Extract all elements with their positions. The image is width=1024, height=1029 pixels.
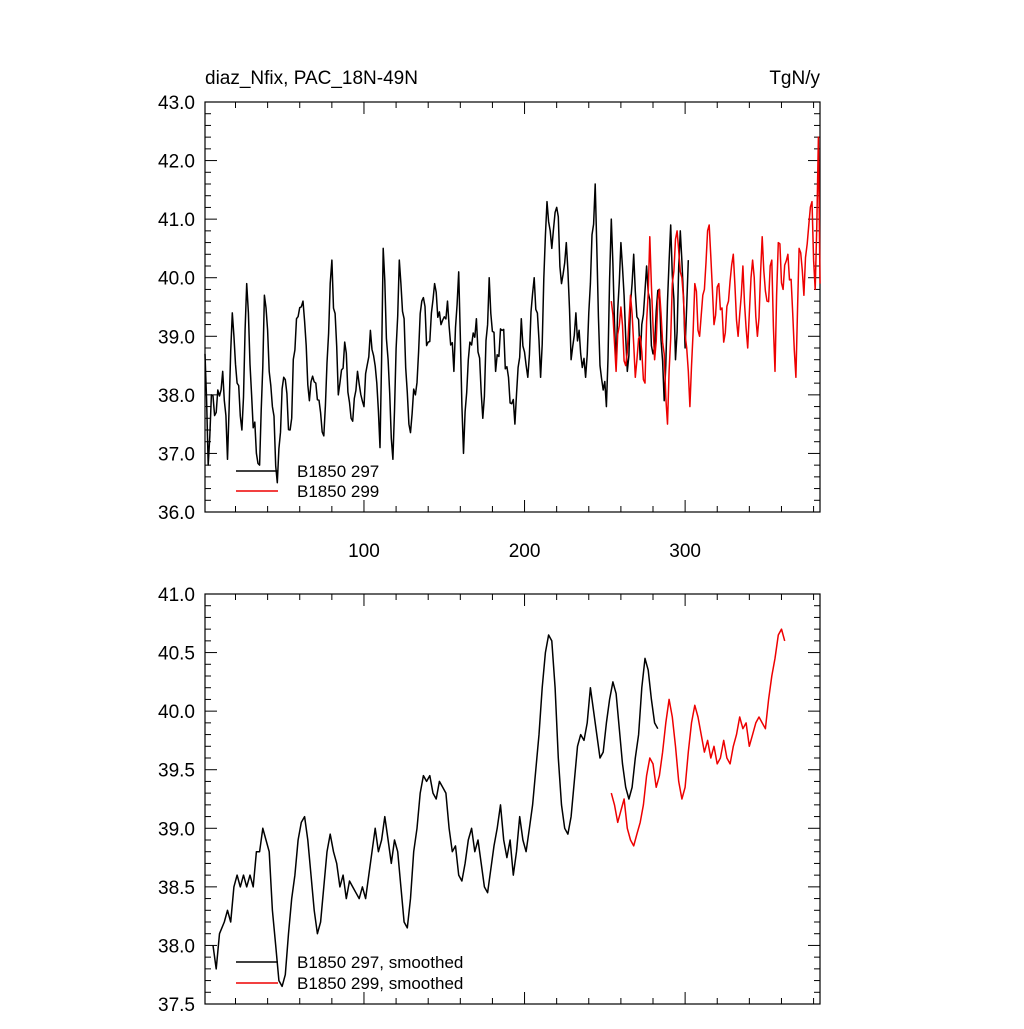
y-tick-label: 37.5: [158, 995, 195, 1016]
top-panel: diaz_Nfix, PAC_18N-49N TgN/y 36.0 37.0 38.…: [158, 68, 821, 562]
series-line-b1850-297: [212, 634, 659, 988]
bottom-axis-ticks: [205, 593, 820, 1005]
y-tick-label: 41.0: [158, 585, 195, 606]
y-tick-label: 40.0: [158, 702, 195, 723]
y-tick-label: 41.0: [158, 210, 195, 231]
bottom-plot-frame: [204, 593, 821, 1005]
top-chart-units: TgN/y: [769, 68, 820, 89]
top-legend: B1850 297 B1850 299: [236, 462, 379, 501]
y-tick-label: 37.0: [158, 444, 195, 465]
x-tick-label: 300: [669, 541, 701, 562]
bottom-panel: 37.5 38.0 38.5 39.0 39.5 40.0 40.5 41.0 B1850 2…: [158, 585, 821, 1016]
bottom-y-tick-labels: 37.5 38.0 38.5 39.0 39.5 40.0 40.5 41.0: [158, 585, 195, 1016]
y-tick-label: 39.5: [158, 761, 195, 782]
top-axis-ticks: [205, 101, 820, 513]
y-tick-label: 39.0: [158, 819, 195, 840]
bottom-legend: B1850 297, smoothed B1850 299, smoothed: [236, 953, 463, 993]
top-series-lines: [204, 136, 821, 484]
bottom-legend-label-a: B1850 297, smoothed: [297, 953, 463, 972]
y-tick-label: 38.0: [158, 386, 195, 407]
bottom-legend-label-b: B1850 299, smoothed: [297, 974, 463, 993]
top-legend-label-b: B1850 299: [297, 482, 379, 501]
y-tick-label: 40.5: [158, 644, 195, 665]
y-tick-label: 39.0: [158, 327, 195, 348]
top-legend-label-a: B1850 297: [297, 462, 379, 481]
top-x-tick-labels: 100 200 300: [348, 541, 701, 562]
y-tick-label: 38.0: [158, 936, 195, 957]
bottom-series-lines: [212, 628, 786, 988]
y-tick-label: 42.0: [158, 152, 195, 173]
series-line-b1850-299: [610, 628, 786, 847]
x-tick-label: 100: [348, 541, 380, 562]
top-chart-title: diaz_Nfix, PAC_18N-49N: [205, 68, 418, 89]
y-tick-label: 40.0: [158, 269, 195, 290]
y-tick-label: 38.5: [158, 878, 195, 899]
series-line-b1850-297: [204, 183, 690, 484]
top-y-tick-labels: 36.0 37.0 38.0 39.0 40.0 41.0 42.0 43.0: [158, 93, 195, 524]
top-plot-frame: [204, 101, 821, 513]
y-tick-label: 43.0: [158, 93, 195, 114]
series-line-b1850-299: [610, 136, 821, 425]
y-tick-label: 36.0: [158, 503, 195, 524]
x-tick-label: 200: [509, 541, 541, 562]
